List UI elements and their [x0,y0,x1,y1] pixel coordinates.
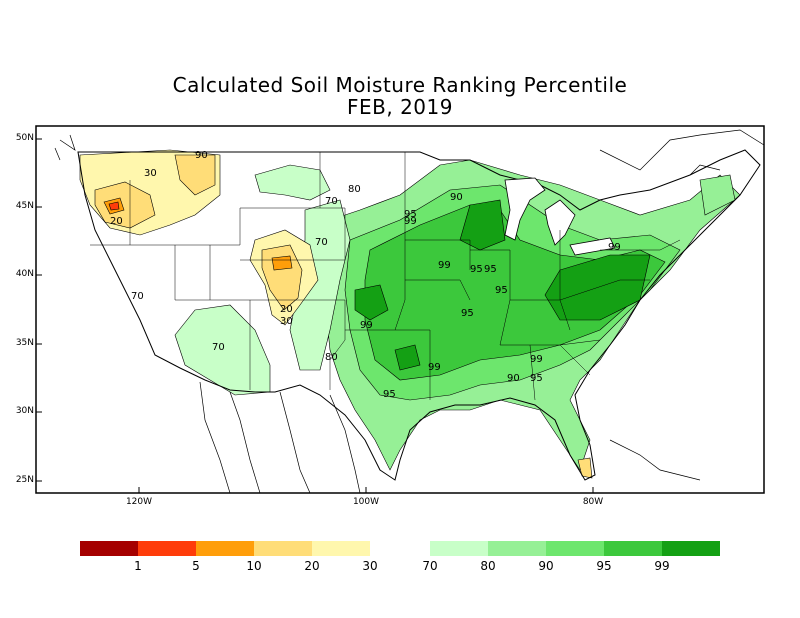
wet-region-nw [254,164,331,201]
map-title: Calculated Soil Moisture Ranking Percent… [172,73,628,97]
contour-label: 70 [212,342,225,353]
wet-swatch-2 [546,541,604,556]
dry-region-pacific-nw-inner [94,181,156,229]
dry-region-idaho [174,154,216,196]
dry-region-florida [577,457,593,479]
wet-region-northeast [699,174,736,216]
dry-swatch-1 [138,541,196,556]
dry-swatch-3 [254,541,312,556]
dry-swatch-4 [312,541,370,556]
great-lakes [504,177,616,256]
dry-label: 30 [362,559,378,573]
contour-label: 95 [383,389,396,400]
dry-swatch-2 [196,541,254,556]
contour-label: 90 [450,192,463,203]
contour-label: 70 [325,196,338,207]
wet-swatch-4 [662,541,720,556]
dry-region-colorado-inner [261,244,303,311]
axis-ticks [36,138,594,493]
wet-swatch-0 [430,541,488,556]
contour-label: 95 [470,264,483,275]
contour-label: 20 [110,216,123,227]
dry-min-oregon [108,201,120,211]
contour-label: 70 [315,237,328,248]
contour-label: 80 [325,352,338,363]
contour-label: 99 [404,216,417,227]
lon-label: 120W [125,497,153,507]
contour-label: 95 [484,264,497,275]
contour-label: 80 [348,184,361,195]
map-subtitle: FEB, 2019 [347,95,453,119]
wet-max-4 [394,344,421,371]
contour-label: 95 [461,308,474,319]
wet-region-sw [174,304,271,396]
dry-swatch-0 [80,541,138,556]
lat-label: 45N [15,201,34,211]
contour-label: 70 [131,291,144,302]
wet-label: 90 [538,559,554,573]
wet-label: 95 [596,559,612,573]
lat-label: 40N [15,269,34,279]
wet-label: 70 [422,559,438,573]
contour-label: 90 [507,373,520,384]
contour-label: 99 [438,260,451,271]
lon-label: 100W [352,497,380,507]
dry-label: 1 [134,559,142,573]
contour-label: 30 [144,168,157,179]
contour-label: 99 [608,242,621,253]
wet-max-1 [459,199,506,251]
wet-swatch-1 [488,541,546,556]
lat-label: 25N [15,475,34,485]
contour-label: 99 [428,362,441,373]
contour-label: 99 [360,320,373,331]
neighbor-outlines [54,129,764,493]
wet-label: 80 [480,559,496,573]
contour-label: 95 [530,373,543,384]
contour-label: 30 [280,316,293,327]
lon-label: 80W [582,497,604,507]
dry-max-colorado [271,255,293,271]
lat-label: 30N [15,406,34,416]
wet-label: 99 [654,559,670,573]
map-frame [35,125,765,494]
state-borders [90,152,681,401]
contour-label: 99 [530,354,543,365]
dry-label: 10 [246,559,262,573]
wet-max-3 [354,284,389,321]
us-outline [77,149,761,481]
contour-label: 95 [404,209,417,220]
lat-label: 35N [15,338,34,348]
contour-label: 95 [495,285,508,296]
dry-label: 5 [192,559,200,573]
contour-label: 90 [195,150,208,161]
wet-region-core [364,204,666,381]
wet-swatch-3 [604,541,662,556]
contour-label: 20 [280,304,293,315]
lat-label: 50N [15,133,34,143]
contour-labels: 30 20 70 80 90 95 99 70 20 30 70 80 95 9… [110,150,621,400]
dry-label: 20 [304,559,320,573]
